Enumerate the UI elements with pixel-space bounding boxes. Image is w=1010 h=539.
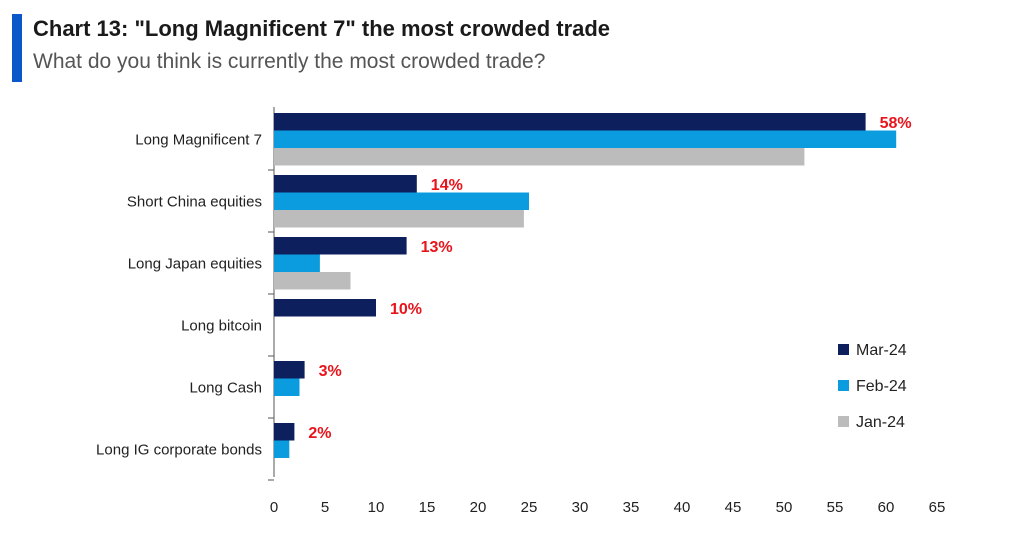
- bar-feb-24: [274, 440, 290, 458]
- bar-mar-24: [274, 237, 407, 255]
- bar-feb-24: [274, 254, 320, 272]
- legend-label: Mar-24: [856, 342, 907, 359]
- data-label: 13%: [421, 239, 453, 256]
- data-label: 14%: [431, 177, 463, 194]
- x-tick-label: 30: [572, 499, 589, 516]
- bar-jan-24: [274, 148, 805, 166]
- x-tick-label: 20: [470, 499, 487, 516]
- chart-title: Chart 13: "Long Magnificent 7" the most …: [33, 16, 611, 41]
- x-tick-label: 40: [674, 499, 691, 516]
- bar-feb-24: [274, 192, 529, 210]
- category-label: Long bitcoin: [181, 317, 262, 334]
- bar-feb-24: [274, 378, 300, 396]
- x-tick-label: 0: [270, 499, 278, 516]
- legend-label: Jan-24: [856, 414, 905, 431]
- legend-label: Feb-24: [856, 378, 907, 395]
- x-tick-label: 25: [521, 499, 538, 516]
- chart-subtitle: What do you think is currently the most …: [33, 50, 546, 73]
- category-label: Long Magnificent 7: [135, 131, 262, 148]
- x-tick-label: 35: [623, 499, 640, 516]
- x-tick-label: 5: [321, 499, 329, 516]
- bar-mar-24: [274, 361, 305, 379]
- data-label: 58%: [880, 115, 912, 132]
- bar-mar-24: [274, 175, 417, 193]
- x-tick-label: 45: [725, 499, 742, 516]
- category-label: Long Cash: [189, 379, 262, 396]
- legend-swatch-feb-24: [838, 380, 849, 391]
- x-tick-label: 65: [929, 499, 946, 516]
- bar-jan-24: [274, 210, 524, 228]
- x-tick-label: 55: [827, 499, 844, 516]
- title-accent-bar: [12, 14, 22, 82]
- bar-mar-24: [274, 423, 295, 441]
- bar-jan-24: [274, 272, 351, 290]
- data-label: 10%: [390, 301, 422, 318]
- x-tick-label: 60: [878, 499, 895, 516]
- x-tick-label: 50: [776, 499, 793, 516]
- category-label: Long IG corporate bonds: [96, 441, 262, 458]
- x-tick-label: 15: [419, 499, 436, 516]
- data-label: 2%: [308, 425, 331, 442]
- legend-swatch-mar-24: [838, 344, 849, 355]
- bar-feb-24: [274, 130, 897, 148]
- bar-mar-24: [274, 299, 376, 317]
- category-label: Short China equities: [127, 193, 262, 210]
- bar-mar-24: [274, 113, 866, 131]
- legend-swatch-jan-24: [838, 416, 849, 427]
- category-label: Long Japan equities: [128, 255, 262, 272]
- x-tick-label: 10: [368, 499, 385, 516]
- data-label: 3%: [319, 363, 342, 380]
